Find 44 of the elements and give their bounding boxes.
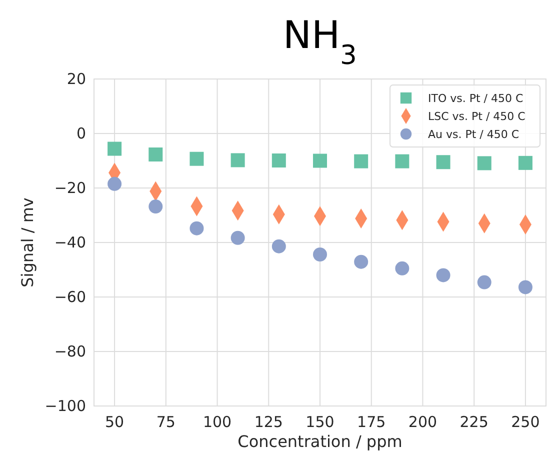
y-tick-label: 20 bbox=[66, 70, 86, 88]
point bbox=[436, 268, 450, 282]
x-tick-label: 175 bbox=[357, 413, 386, 431]
x-tick-label: 150 bbox=[306, 413, 334, 431]
y-tick-label: −100 bbox=[44, 397, 86, 415]
point bbox=[148, 147, 163, 162]
x-tick-label: 250 bbox=[511, 413, 540, 431]
x-axis-title: Concentration / ppm bbox=[238, 432, 402, 451]
point bbox=[518, 280, 532, 294]
point bbox=[354, 154, 368, 168]
point bbox=[477, 275, 492, 290]
x-tick-label: 100 bbox=[202, 413, 232, 431]
point bbox=[190, 221, 204, 236]
x-tick-label: 200 bbox=[408, 413, 438, 431]
x-tick-label: 50 bbox=[105, 413, 124, 431]
point bbox=[436, 155, 450, 170]
chart-title: NH$_{3}$ bbox=[283, 13, 357, 70]
point bbox=[477, 156, 492, 170]
legend-label: ITO vs. Pt / 450 C bbox=[428, 92, 524, 105]
point bbox=[395, 261, 410, 276]
y-axis-title: Signal / mv bbox=[18, 198, 37, 288]
y-tick-label: −80 bbox=[54, 342, 86, 360]
point bbox=[354, 254, 368, 269]
x-tick-label: 125 bbox=[254, 413, 283, 431]
point bbox=[190, 152, 204, 166]
point bbox=[148, 200, 163, 214]
y-tick-label: −40 bbox=[54, 234, 86, 252]
point bbox=[395, 154, 410, 168]
point bbox=[272, 153, 286, 168]
x-tick-label: 75 bbox=[156, 413, 176, 431]
legend-label: LSC vs. Pt / 450 C bbox=[428, 110, 526, 123]
y-tick-label: −60 bbox=[54, 288, 86, 306]
x-tick-label: 225 bbox=[460, 413, 488, 431]
point bbox=[230, 230, 245, 245]
y-tick-label: 0 bbox=[76, 124, 86, 142]
y-tick-label: −20 bbox=[54, 179, 86, 197]
legend-label: Au vs. Pt / 450 C bbox=[428, 128, 520, 141]
point bbox=[108, 176, 122, 191]
point bbox=[313, 247, 327, 262]
point bbox=[230, 153, 245, 168]
point bbox=[272, 239, 286, 254]
point bbox=[518, 156, 532, 170]
point bbox=[313, 154, 327, 168]
point bbox=[108, 142, 122, 156]
